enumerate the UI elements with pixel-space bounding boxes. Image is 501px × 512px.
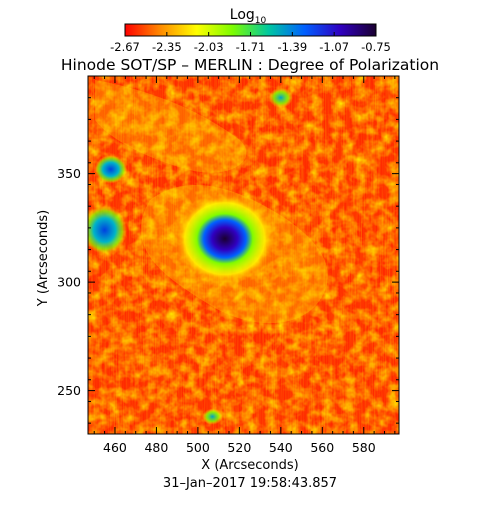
x-tick-label: 540 [269,440,293,455]
map-features [88,80,328,425]
colorbar-tick-label: -2.67 [110,40,140,54]
colorbar-tick-label: -2.03 [194,40,224,54]
sunspot-umbra [196,213,253,264]
colorbar-label-subscript: 10 [255,16,267,26]
plage-west [88,206,127,255]
x-tick-label: 580 [352,440,376,455]
x-tick-label: 480 [144,440,168,455]
x-tick-label: 520 [227,440,251,455]
patch-south [202,408,223,425]
x-tick-label: 500 [186,440,210,455]
polarization-map [88,76,399,434]
colorbar-tick-labels: -2.67 -2.35 -2.03 -1.71 -1.39 -1.07 -0.75 [110,40,391,54]
colorbar-label: Log10 [230,7,267,26]
x-tick-label: 460 [103,440,127,455]
x-axis-ticks [93,76,396,434]
y-tick-label: 350 [57,166,81,181]
x-axis-tick-labels: 460 480 500 520 540 560 580 [103,440,376,455]
colorbar-tick-label: -1.07 [319,40,349,54]
y-tick-label: 250 [57,383,81,398]
colorbar-tick-label: -1.39 [277,40,307,54]
y-axis-ticks [88,97,399,424]
y-axis-label: Y (Arcseconds) [36,210,51,307]
timestamp: 31–Jan–2017 19:58:43.857 [163,476,337,491]
patch-north [268,87,293,108]
y-tick-label: 300 [57,275,81,290]
x-tick-label: 560 [310,440,334,455]
colorbar-tick-label: -2.35 [152,40,182,54]
x-axis-label: X (Arcseconds) [201,458,298,473]
colorbar-tick-label: -1.71 [236,40,266,54]
plage-northwest [94,155,127,184]
plot-frame [87,75,400,435]
northwest-halo [95,80,247,173]
figure-title: Hinode SOT/SP – MERLIN : Degree of Polar… [61,56,439,74]
colorbar-ticks [124,32,377,36]
y-axis-tick-labels: 250 300 350 [57,166,81,398]
colorbar-tick-label: -0.75 [361,40,391,54]
